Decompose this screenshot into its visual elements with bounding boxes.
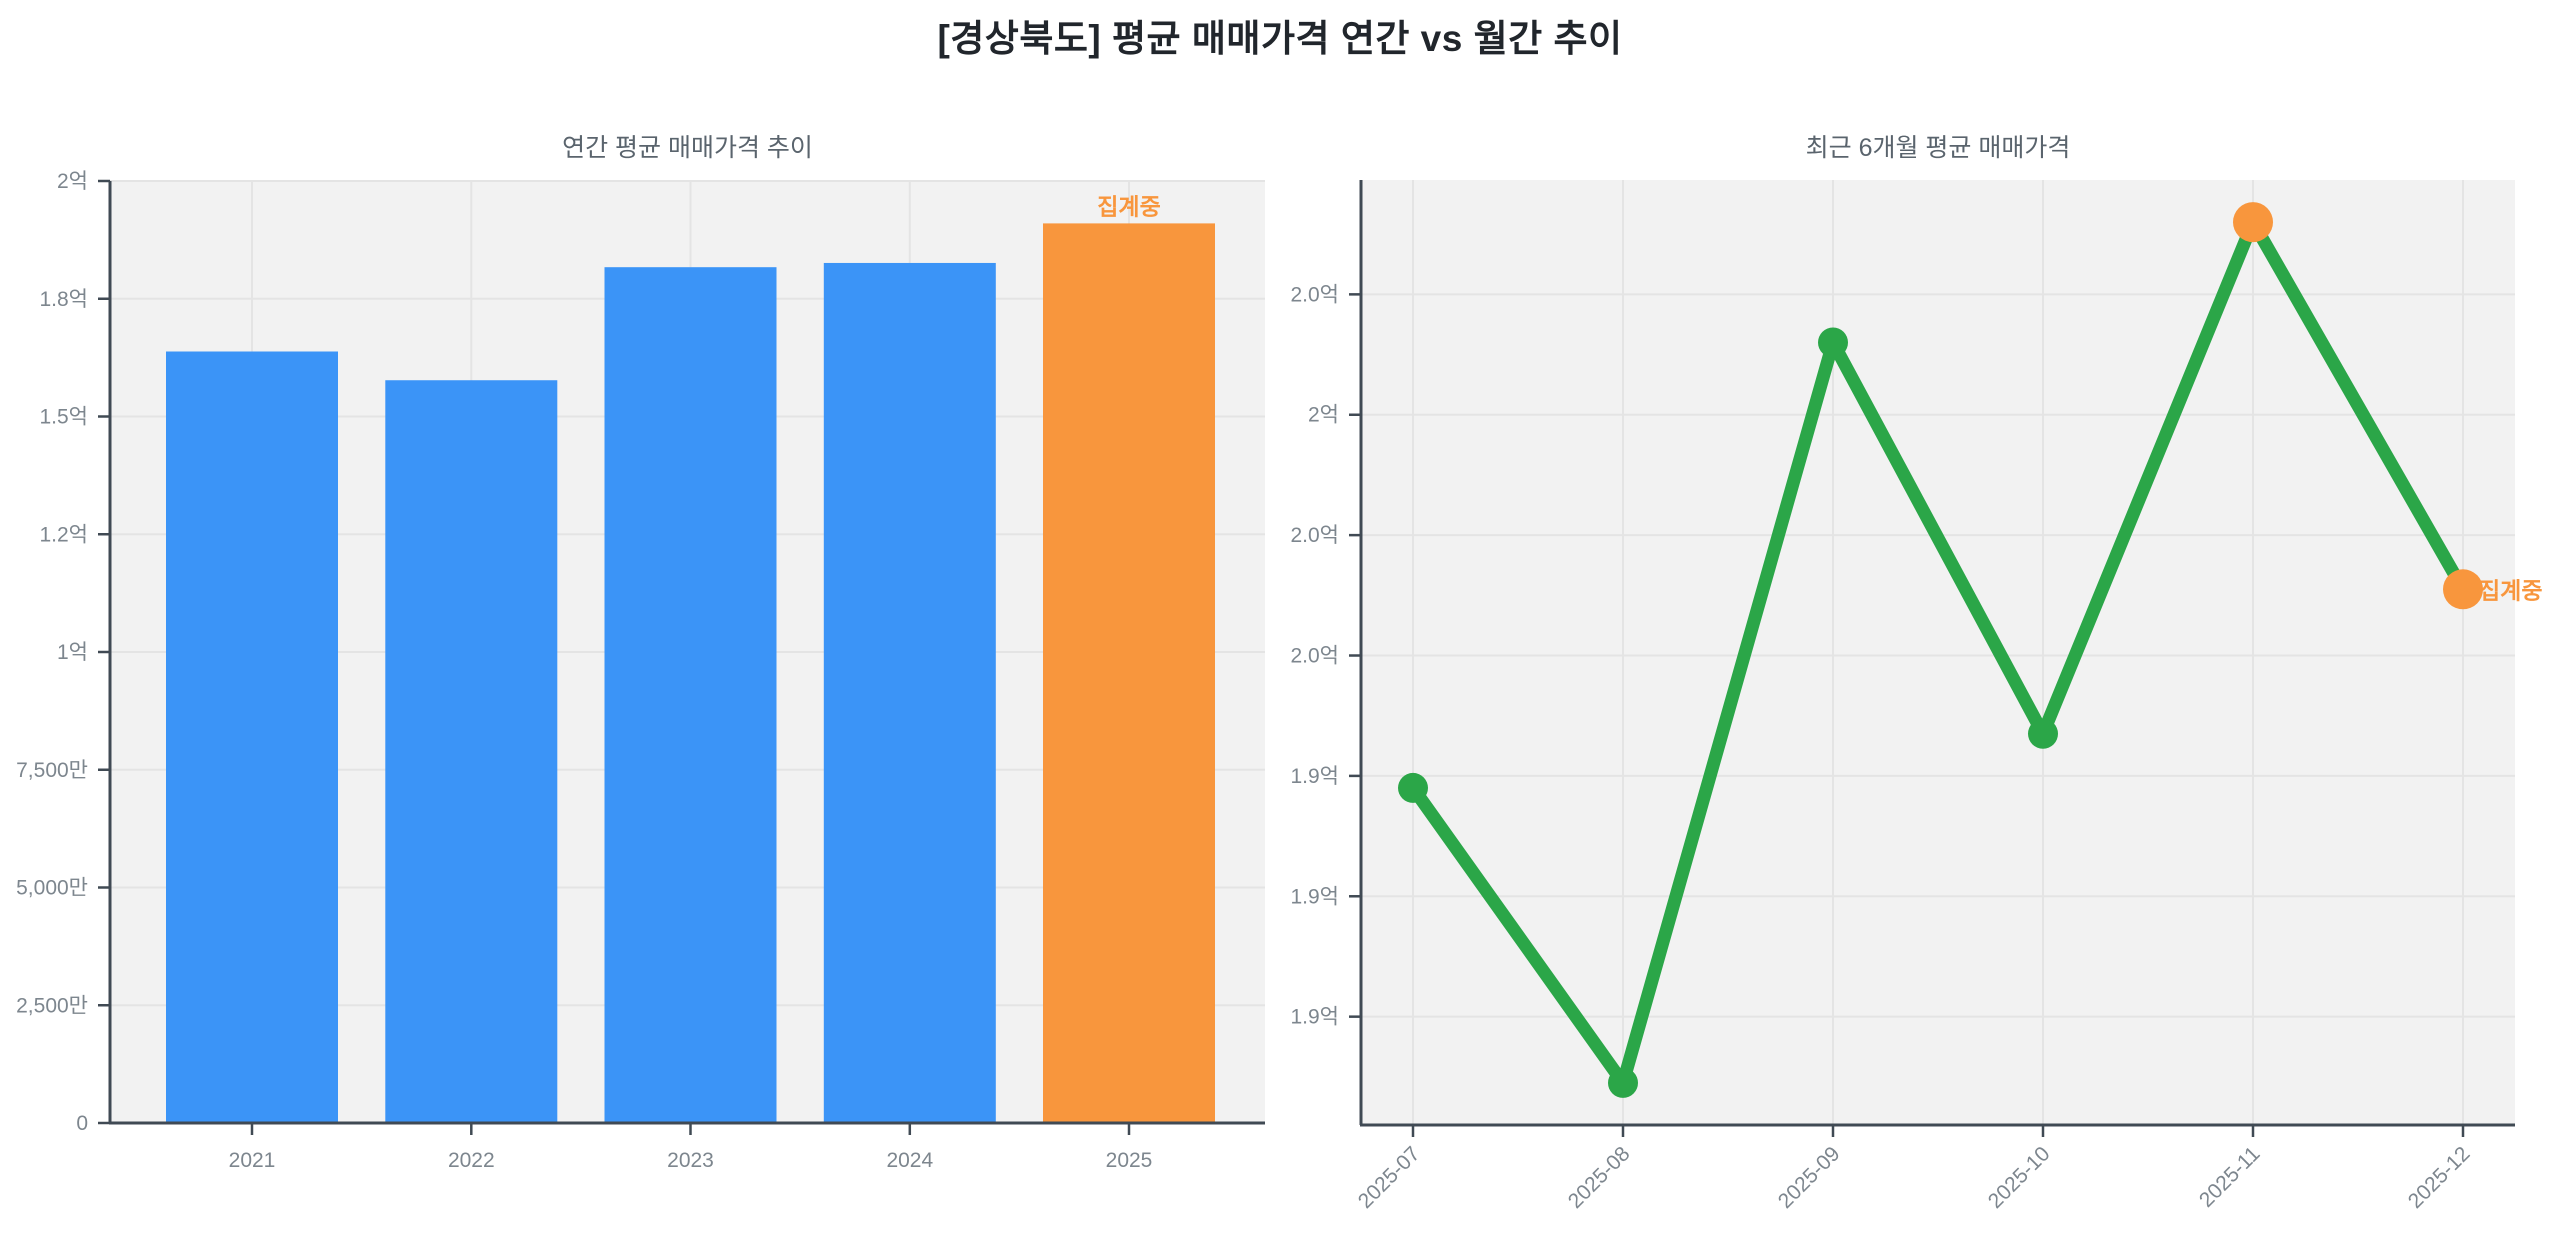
monthly-line-chart: 2.0억 2억 2.0억 2.0억 1.9억 1.9억 1.9억 2025-07 2025-08… [1290, 180, 2542, 1213]
y-tick-label: 1.9억 [1290, 1006, 1339, 1029]
x-tick-label: 2025-10 [1984, 1142, 2055, 1213]
y-tick-label: 7,500만 [16, 759, 88, 782]
y-tick-label: 1.9억 [1290, 765, 1339, 788]
monthly-chart-title: 최근 6개월 평균 매매가격 [1805, 134, 2071, 162]
x-tick-label: 2025-11 [2195, 1142, 2265, 1212]
y-tick-label: 1억 [57, 641, 88, 664]
x-tick-label: 2021 [229, 1149, 276, 1172]
y-tick-label: 1.2억 [39, 523, 88, 546]
y-tick-label: 0 [76, 1112, 88, 1135]
data-point-2025-08 [1608, 1067, 1638, 1098]
y-tick-label: 1.9억 [1290, 885, 1339, 908]
bar-2023 [604, 267, 777, 1123]
data-point-2025-07 [1398, 772, 1428, 803]
bar-2024 [823, 262, 996, 1124]
aggregating-label: 집계중 [1097, 193, 1160, 219]
y-tick-label: 2억 [1308, 404, 1339, 427]
x-tick-label: 2025-09 [1774, 1142, 1845, 1213]
x-tick-label: 2025-12 [2404, 1142, 2475, 1213]
x-tick-label: 2025-07 [1354, 1142, 1425, 1213]
y-tick-label: 2.0억 [1290, 283, 1339, 306]
x-tick-label: 2023 [667, 1149, 714, 1172]
x-tick-label: 2024 [886, 1149, 933, 1172]
data-point-2025-12 [2443, 569, 2483, 610]
data-point-2025-11 [2233, 202, 2273, 243]
bar-2022 [385, 380, 558, 1123]
y-tick-label: 5,000만 [16, 877, 88, 900]
y-tick-label: 2.0억 [1290, 524, 1339, 547]
y-tick-label: 2,500만 [16, 994, 88, 1017]
x-tick-label: 2025 [1106, 1149, 1153, 1172]
bar-2025 [1043, 223, 1215, 1123]
monthly-plot-background [1361, 180, 2515, 1125]
price-trend-line [1406, 215, 2470, 1090]
x-tick-label: 2022 [448, 1149, 495, 1172]
x-tick-label: 2025-08 [1564, 1142, 1635, 1213]
annual-chart-title: 연간 평균 매매가격 추이 [562, 134, 813, 162]
page-title: [경상북도] 평균 매매가격 연간 vs 월간 추이 [937, 18, 1623, 59]
data-point-2025-09 [1818, 327, 1848, 358]
y-tick-label: 1.8억 [39, 288, 88, 311]
bar-2021 [166, 351, 338, 1123]
y-tick-label: 2.0억 [1290, 645, 1339, 668]
annual-bar-chart: 2억 1.8억 1.5억 1.2억 1억 7,500만 5,000만 2,500만 0 2021 2… [16, 170, 1265, 1172]
data-point-2025-10 [2028, 718, 2058, 749]
aggregating-label: 집계중 [2479, 577, 2542, 603]
y-tick-label: 2억 [57, 170, 88, 193]
y-tick-label: 1.5억 [39, 406, 88, 429]
